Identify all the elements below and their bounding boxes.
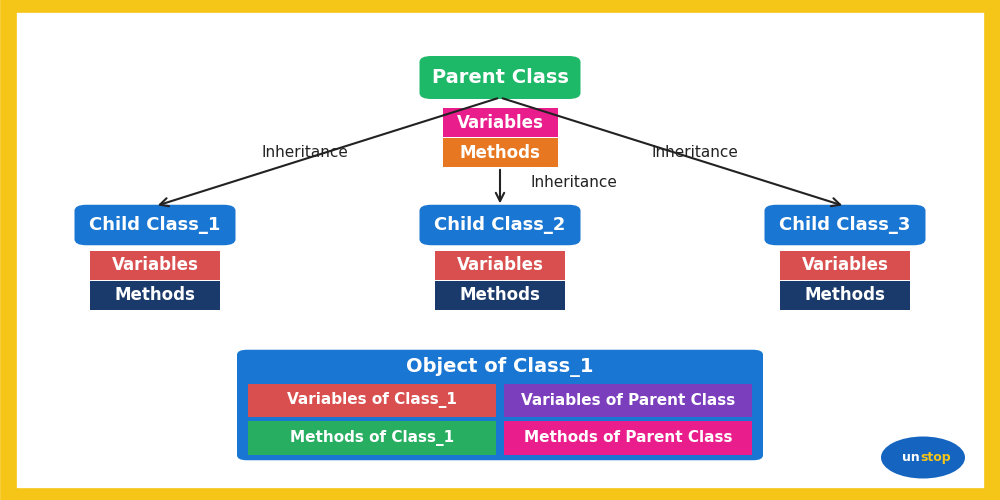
- Bar: [90, 280, 220, 310]
- Text: Methods: Methods: [115, 286, 195, 304]
- Text: Inheritance: Inheritance: [530, 175, 617, 190]
- Text: Methods: Methods: [460, 144, 540, 162]
- Text: Variables of Class_1: Variables of Class_1: [287, 392, 457, 408]
- Text: Variables: Variables: [112, 256, 198, 274]
- FancyBboxPatch shape: [765, 205, 926, 245]
- Bar: [248, 384, 496, 417]
- Text: Methods of Class_1: Methods of Class_1: [290, 430, 454, 446]
- Bar: [504, 421, 752, 455]
- Bar: [435, 280, 565, 310]
- Bar: [780, 280, 910, 310]
- Text: Inheritance: Inheritance: [652, 145, 738, 160]
- Bar: [435, 250, 565, 280]
- Bar: [90, 250, 220, 280]
- Text: Object of Class_1: Object of Class_1: [406, 358, 594, 378]
- Bar: [504, 384, 752, 417]
- Text: Methods of Parent Class: Methods of Parent Class: [524, 430, 732, 446]
- Text: Child Class_2: Child Class_2: [434, 216, 566, 234]
- Ellipse shape: [881, 436, 965, 478]
- Text: Variables: Variables: [457, 114, 543, 132]
- Text: un: un: [902, 451, 920, 464]
- Text: Child Class_3: Child Class_3: [779, 216, 911, 234]
- FancyBboxPatch shape: [420, 205, 580, 245]
- Text: Inheritance: Inheritance: [262, 145, 348, 160]
- Bar: [780, 250, 910, 280]
- Text: Variables: Variables: [802, 256, 888, 274]
- FancyBboxPatch shape: [237, 350, 763, 460]
- Bar: [442, 138, 558, 167]
- Text: Parent Class: Parent Class: [432, 68, 568, 87]
- Text: stop: stop: [920, 451, 951, 464]
- Text: Child Class_1: Child Class_1: [89, 216, 221, 234]
- Text: Variables of Parent Class: Variables of Parent Class: [521, 393, 735, 408]
- Text: Methods: Methods: [805, 286, 885, 304]
- FancyBboxPatch shape: [420, 56, 580, 99]
- FancyBboxPatch shape: [74, 205, 236, 245]
- Bar: [248, 421, 496, 455]
- Bar: [442, 108, 558, 137]
- Text: Variables: Variables: [457, 256, 543, 274]
- Text: Methods: Methods: [460, 286, 540, 304]
